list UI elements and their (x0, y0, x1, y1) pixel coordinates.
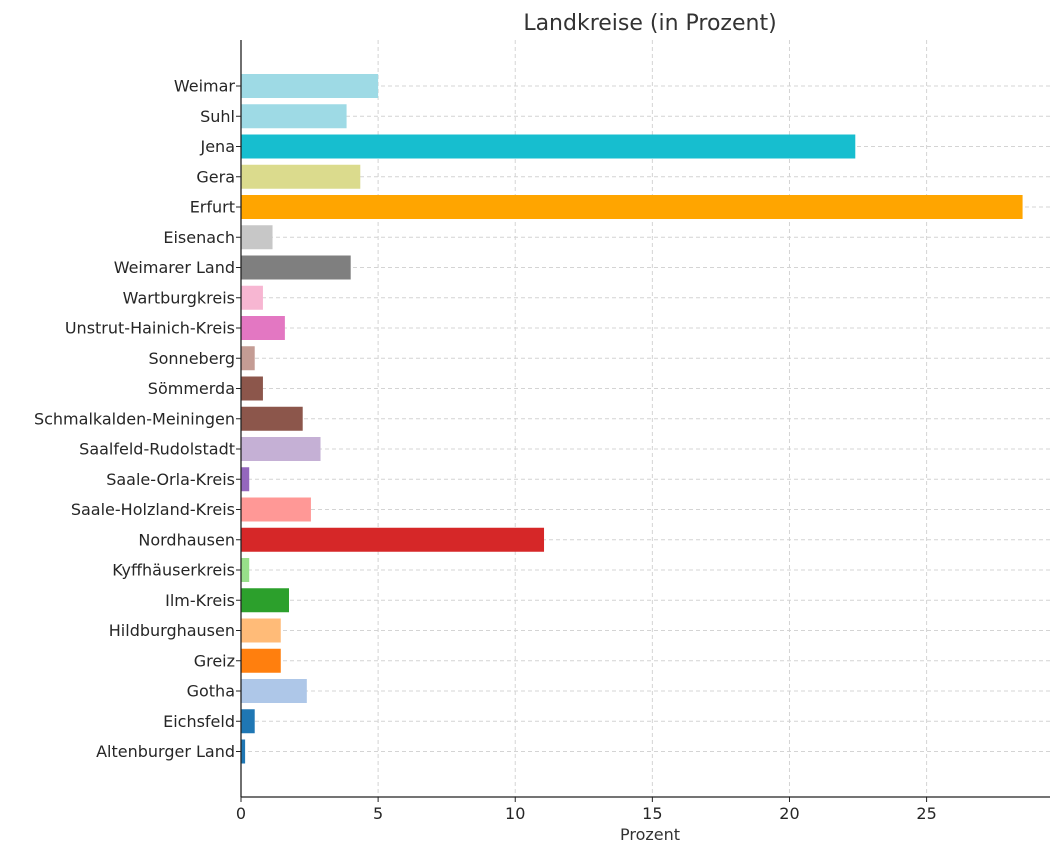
category-label: Sonneberg (148, 349, 235, 368)
x-tick-label: 0 (236, 804, 246, 823)
category-label: Kyffhäuserkreis (112, 561, 235, 580)
category-label: Wartburgkreis (123, 288, 235, 307)
bar-4 (241, 195, 1023, 219)
bar-0 (241, 74, 379, 98)
category-label: Jena (199, 137, 235, 156)
category-label: Suhl (200, 107, 235, 126)
bar-5 (241, 225, 273, 250)
category-label: Unstrut-Hainich-Kreis (65, 319, 235, 338)
bar-12 (241, 437, 321, 461)
x-tick-label: 25 (916, 804, 936, 823)
category-label: Eisenach (163, 228, 235, 247)
bar-9 (241, 346, 255, 371)
bar-15 (241, 527, 545, 552)
category-label: Sömmerda (148, 379, 235, 398)
bar-1 (241, 104, 347, 129)
category-label: Gotha (187, 682, 235, 701)
bar-10 (241, 376, 263, 401)
category-label: Greiz (194, 651, 235, 670)
bar-20 (241, 679, 307, 703)
category-label: Gera (196, 167, 235, 186)
grid-layer (240, 40, 1050, 797)
bar-19 (241, 648, 281, 673)
bar-14 (241, 497, 311, 522)
bar-7 (241, 285, 263, 310)
category-label: Nordhausen (138, 530, 235, 549)
category-label: Eichsfeld (163, 712, 235, 731)
category-label: Saale-Orla-Kreis (106, 470, 235, 489)
bar-13 (241, 467, 250, 492)
x-tick-label: 15 (642, 804, 662, 823)
x-tick-label: 5 (373, 804, 383, 823)
x-tick-label: 10 (505, 804, 525, 823)
bar-3 (241, 164, 361, 189)
bar-8 (241, 316, 285, 340)
category-label: Schmalkalden-Meiningen (34, 409, 235, 428)
x-tick-layer: 0 5 10 15 20 25 (236, 797, 937, 823)
x-tick-label: 20 (779, 804, 799, 823)
category-label: Erfurt (190, 198, 235, 217)
x-axis-label: Prozent (620, 825, 680, 844)
category-label: Altenburger Land (96, 742, 235, 761)
category-label: Ilm-Kreis (165, 591, 235, 610)
bar-17 (241, 588, 289, 613)
category-label: Saalfeld-Rudolstadt (79, 440, 235, 459)
category-label-layer: Weimar Suhl Jena Gera Erfurt Eisenach Weimarer… (34, 77, 241, 761)
bar-11 (241, 406, 303, 431)
bar-2 (241, 134, 856, 159)
bar-21 (241, 709, 255, 734)
category-label: Weimar (174, 77, 236, 96)
category-label: Saale-Holzland-Kreis (71, 500, 235, 519)
category-label: Weimarer Land (114, 258, 235, 277)
bar-16 (241, 558, 250, 582)
category-label: Hildburghausen (109, 621, 235, 640)
bar-18 (241, 618, 281, 643)
bar-22 (241, 739, 246, 764)
chart-title: Landkreise (in Prozent) (523, 11, 776, 36)
bar-layer (241, 74, 1023, 764)
bar-6 (241, 255, 351, 280)
